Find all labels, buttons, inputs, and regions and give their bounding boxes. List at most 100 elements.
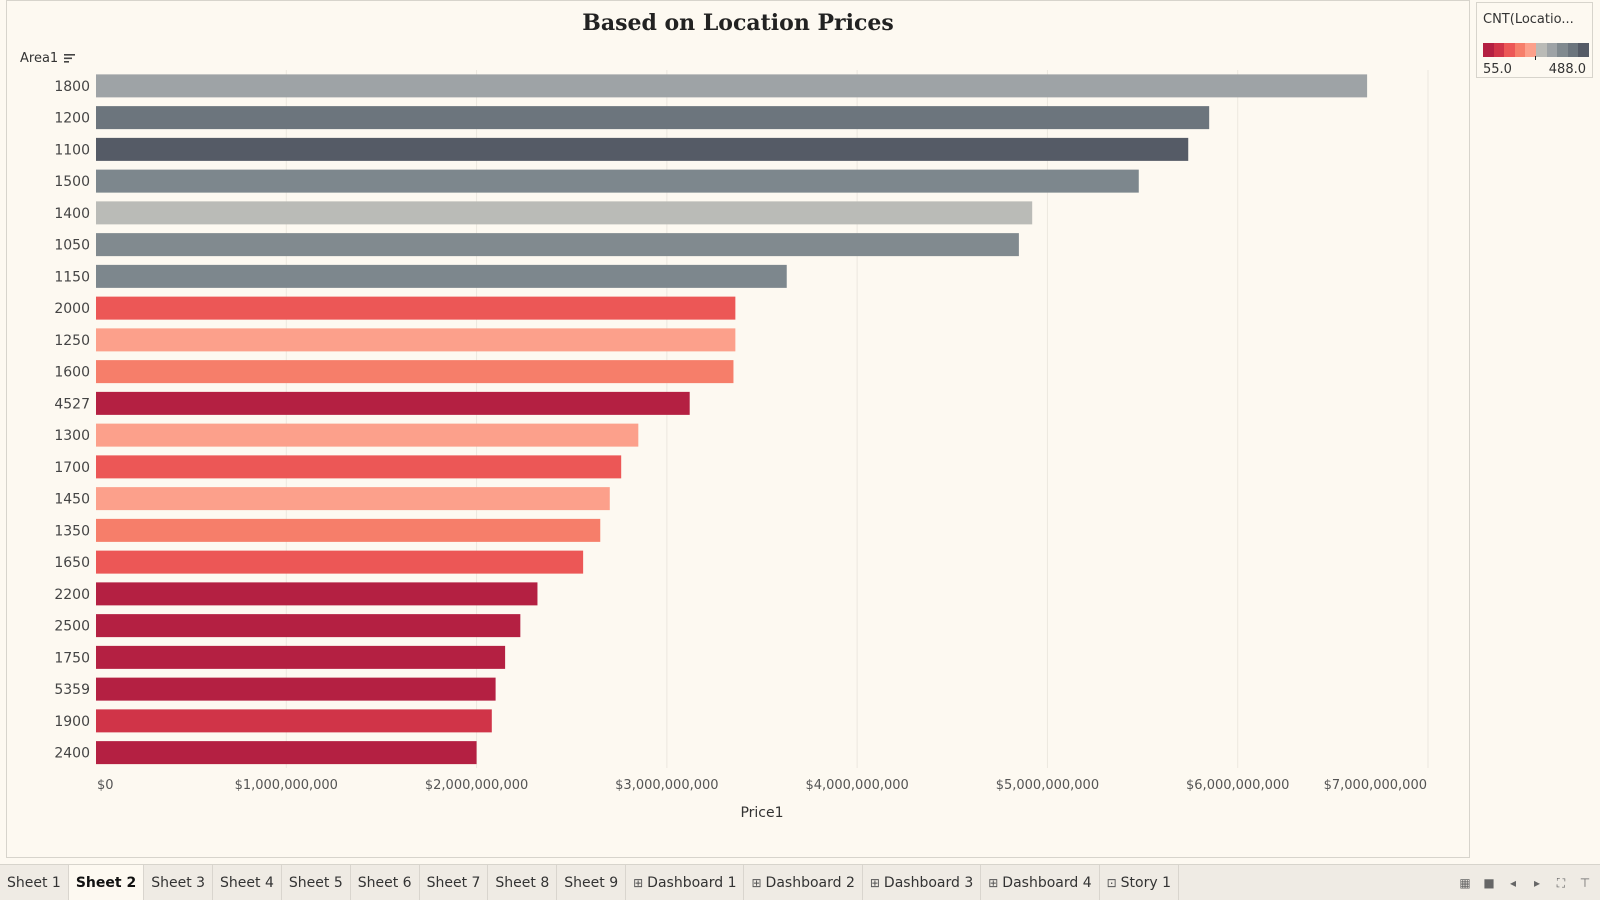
filmstrip-icon[interactable]: ■ bbox=[1483, 876, 1495, 890]
bar-2000[interactable] bbox=[96, 296, 736, 320]
category-label: 1250 bbox=[54, 333, 90, 349]
x-tick-label: $3,000,000,000 bbox=[615, 778, 718, 793]
x-tick-label: $1,000,000,000 bbox=[235, 778, 338, 793]
color-legend[interactable]: CNT(Locatio... 55.0 488.0 bbox=[1476, 2, 1593, 78]
next-icon[interactable]: ▸ bbox=[1533, 876, 1541, 890]
bar-1200[interactable] bbox=[96, 106, 1210, 130]
legend-swatch bbox=[1535, 43, 1547, 57]
category-label: 1050 bbox=[54, 238, 90, 254]
row-header[interactable]: Area1 bbox=[20, 51, 76, 66]
category-label: 1500 bbox=[54, 174, 90, 190]
category-label: 1650 bbox=[54, 555, 90, 571]
bar-1450[interactable] bbox=[96, 487, 610, 511]
bar-1800[interactable] bbox=[96, 74, 1368, 98]
presentation-icon[interactable]: ⊤ bbox=[1579, 876, 1591, 890]
tab-label: Sheet 8 bbox=[495, 874, 550, 891]
legend-swatch bbox=[1504, 43, 1515, 57]
category-label: 1800 bbox=[54, 79, 90, 95]
dashboard-icon: ⊞ bbox=[988, 875, 999, 890]
category-label: 2400 bbox=[54, 746, 90, 762]
legend-swatch bbox=[1493, 43, 1505, 57]
category-label: 1600 bbox=[54, 365, 90, 381]
tab-sheet-3[interactable]: Sheet 3 bbox=[144, 865, 214, 900]
tab-sheet-5[interactable]: Sheet 5 bbox=[282, 865, 351, 900]
x-axis-title: Price1 bbox=[740, 805, 783, 821]
dashboard-icon: ⊞ bbox=[869, 875, 880, 890]
tab-label: Sheet 3 bbox=[151, 874, 206, 891]
category-label: 2200 bbox=[54, 587, 90, 603]
tab-sheet-4[interactable]: Sheet 4 bbox=[213, 865, 282, 900]
bar-1250[interactable] bbox=[96, 328, 736, 352]
prev-icon[interactable]: ◂ bbox=[1509, 876, 1517, 890]
x-tick-label: $4,000,000,000 bbox=[805, 778, 908, 793]
category-label: 2500 bbox=[54, 619, 90, 635]
tab-label: Sheet 2 bbox=[75, 874, 137, 891]
tab-sheet-7[interactable]: Sheet 7 bbox=[420, 865, 489, 900]
tab-dashboard-4[interactable]: ⊞ Dashboard 4 bbox=[981, 865, 1100, 900]
sheet-tabs: Sheet 1 Sheet 2 Sheet 3 Sheet 4 Sheet 5 Sheet… bbox=[0, 865, 1180, 900]
dashboard-icon: ⊞ bbox=[751, 875, 762, 890]
sort-descending-icon[interactable] bbox=[64, 53, 76, 63]
legend-swatch bbox=[1483, 43, 1494, 57]
bar-2400[interactable] bbox=[96, 741, 477, 765]
x-tick-label: $6,000,000,000 bbox=[1186, 778, 1289, 793]
story-icon: ⊡ bbox=[1106, 875, 1117, 890]
category-label: 4527 bbox=[54, 396, 90, 412]
row-header-label: Area1 bbox=[20, 51, 59, 66]
tab-label: Dashboard 3 bbox=[883, 874, 974, 891]
tab-story-1[interactable]: ⊡ Story 1 bbox=[1100, 865, 1180, 900]
bar-1600[interactable] bbox=[96, 360, 734, 384]
tab-sheet-2[interactable]: Sheet 2 bbox=[68, 865, 145, 900]
tab-dashboard-2[interactable]: ⊞ Dashboard 2 bbox=[744, 865, 863, 900]
category-label: 1400 bbox=[54, 206, 90, 222]
tab-dashboard-1[interactable]: ⊞ Dashboard 1 bbox=[626, 865, 745, 900]
category-label: 5359 bbox=[54, 682, 90, 698]
x-tick-label: $0 bbox=[97, 778, 114, 793]
workspace: Based on Location Prices Area1 1800 1200 1… bbox=[6, 0, 1593, 858]
tab-label: Story 1 bbox=[1120, 874, 1172, 891]
tab-sheet-6[interactable]: Sheet 6 bbox=[351, 865, 420, 900]
bar-2500[interactable] bbox=[96, 614, 521, 638]
tab-label: Sheet 4 bbox=[220, 874, 274, 891]
bar-4527[interactable] bbox=[96, 391, 690, 415]
legend-max-label: 488.0 bbox=[1548, 62, 1586, 77]
tab-label: Sheet 7 bbox=[426, 874, 481, 891]
bar-1650[interactable] bbox=[96, 550, 584, 574]
tab-dashboard-3[interactable]: ⊞ Dashboard 3 bbox=[863, 865, 982, 900]
tab-label: Dashboard 1 bbox=[647, 874, 737, 891]
tab-sheet-9[interactable]: Sheet 9 bbox=[557, 865, 627, 900]
category-label: 1200 bbox=[54, 111, 90, 127]
legend-color-ramp bbox=[1483, 43, 1589, 57]
dashboard-icon: ⊞ bbox=[633, 875, 644, 890]
tab-sheet-8[interactable]: Sheet 8 bbox=[488, 865, 558, 900]
x-axis-ticks: $0 $1,000,000,000 $2,000,000,000 $3,000,000… bbox=[97, 778, 1427, 793]
bar-1150[interactable] bbox=[96, 264, 787, 288]
bar-1400[interactable] bbox=[96, 201, 1033, 225]
bar-1050[interactable] bbox=[96, 233, 1019, 257]
category-label: 1150 bbox=[54, 269, 90, 285]
bar-1500[interactable] bbox=[96, 169, 1139, 193]
legend-title: CNT(Locatio... bbox=[1483, 12, 1574, 27]
fit-screen-icon[interactable]: ⛶ bbox=[1556, 875, 1566, 890]
legend-swatch bbox=[1567, 43, 1579, 57]
category-label: 1450 bbox=[54, 492, 90, 508]
grid-view-icon[interactable]: ▦ bbox=[1459, 876, 1471, 890]
tab-sheet-1[interactable]: Sheet 1 bbox=[0, 865, 69, 900]
tab-label: Dashboard 2 bbox=[765, 874, 855, 891]
bar-1300[interactable] bbox=[96, 423, 639, 447]
bar-1350[interactable] bbox=[96, 518, 601, 542]
bar-1100[interactable] bbox=[96, 137, 1189, 161]
bar-1700[interactable] bbox=[96, 455, 622, 479]
bar-1900[interactable] bbox=[96, 709, 492, 733]
bar-5359[interactable] bbox=[96, 677, 496, 701]
tab-label: Sheet 5 bbox=[288, 874, 343, 891]
category-label: 1900 bbox=[54, 714, 90, 730]
bar-1750[interactable] bbox=[96, 645, 506, 669]
bar-2200[interactable] bbox=[96, 582, 538, 606]
category-labels: 1800 1200 1100 1500 1400 1050 1150 2000 1250 1600… bbox=[54, 79, 90, 762]
sheet-tab-bar: Sheet 1 Sheet 2 Sheet 3 Sheet 4 Sheet 5 Sheet… bbox=[0, 864, 1600, 900]
tab-label: Sheet 1 bbox=[7, 874, 61, 891]
x-tick-label: $5,000,000,000 bbox=[996, 778, 1099, 793]
legend-min-label: 55.0 bbox=[1483, 62, 1512, 77]
bars bbox=[96, 74, 1368, 765]
